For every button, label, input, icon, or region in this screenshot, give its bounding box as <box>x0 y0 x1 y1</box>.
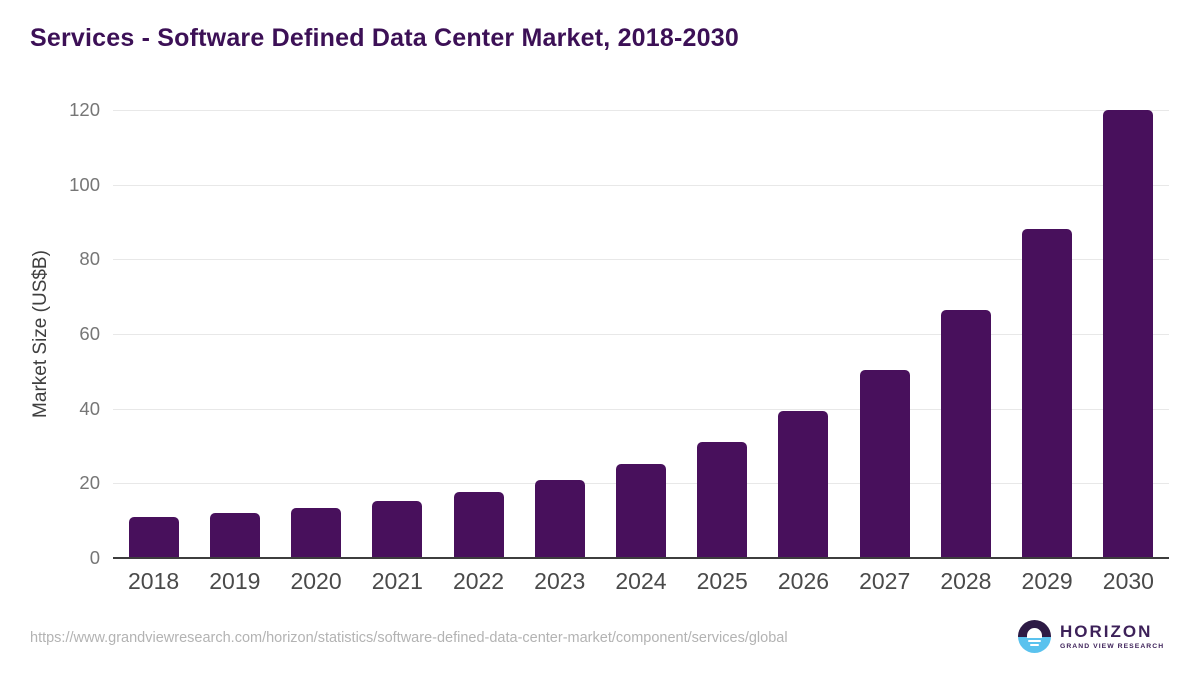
gridline-100 <box>113 184 1169 186</box>
gridline-40 <box>113 408 1169 410</box>
gridline-120 <box>113 110 1169 111</box>
bar-2020 <box>291 507 342 558</box>
sun-dome <box>1027 628 1042 638</box>
logo-brand-text: HORIZON <box>1060 622 1153 641</box>
y-tick-label-0: 0 <box>89 547 100 568</box>
bar-2018 <box>128 516 179 558</box>
horizon-sun-icon <box>1018 620 1051 653</box>
x-tick-label-2024: 2024 <box>615 568 667 594</box>
x-tick-label-2023: 2023 <box>534 568 586 594</box>
x-tick-label-2021: 2021 <box>371 568 423 594</box>
source-url: https://www.grandviewresearch.com/horizo… <box>30 630 788 646</box>
bar-2027 <box>859 369 910 558</box>
bar-2024 <box>616 464 666 558</box>
bar-2021 <box>372 500 423 558</box>
y-tick-label-40: 40 <box>79 397 100 419</box>
x-tick-label-2027: 2027 <box>859 568 911 594</box>
x-tick-label-2020: 2020 <box>290 568 342 594</box>
logo-text: HORIZON GRAND VIEW RESEARCH <box>1060 623 1164 650</box>
bar-2028 <box>940 310 991 558</box>
plot-area <box>113 110 1169 558</box>
logo-subbrand-text: GRAND VIEW RESEARCH <box>1060 643 1165 650</box>
horizon-logo: HORIZON GRAND VIEW RESEARCH <box>1018 620 1164 653</box>
chart-title: Services - Software Defined Data Center … <box>30 24 739 52</box>
bar-2025 <box>697 441 748 558</box>
bar-2023 <box>534 479 585 558</box>
bar-2030 <box>1103 110 1154 558</box>
sun-reflection-line <box>1028 640 1041 642</box>
bar-2019 <box>209 513 260 558</box>
gridline-80 <box>113 259 1169 261</box>
y-tick-label-20: 20 <box>79 472 100 494</box>
y-tick-label-60: 60 <box>79 323 100 344</box>
bar-2029 <box>1022 229 1073 558</box>
x-tick-label-2030: 2030 <box>1102 568 1154 594</box>
gridline-60 <box>113 334 1169 335</box>
y-tick-label-120: 120 <box>69 99 100 120</box>
x-tick-label-2028: 2028 <box>940 568 992 594</box>
x-tick-label-2022: 2022 <box>452 568 505 594</box>
x-axis-line <box>113 557 1169 559</box>
x-tick-label-2025: 2025 <box>696 568 748 594</box>
bar-2026 <box>778 410 829 558</box>
x-tick-label-2019: 2019 <box>209 568 261 594</box>
x-tick-label-2029: 2029 <box>1021 568 1073 594</box>
y-tick-label-100: 100 <box>69 173 100 195</box>
bar-2022 <box>453 491 504 558</box>
y-tick-label-80: 80 <box>79 248 100 270</box>
x-tick-label-2026: 2026 <box>777 568 830 594</box>
x-tick-label-2018: 2018 <box>128 568 180 594</box>
sun-reflection-line <box>1030 644 1039 646</box>
